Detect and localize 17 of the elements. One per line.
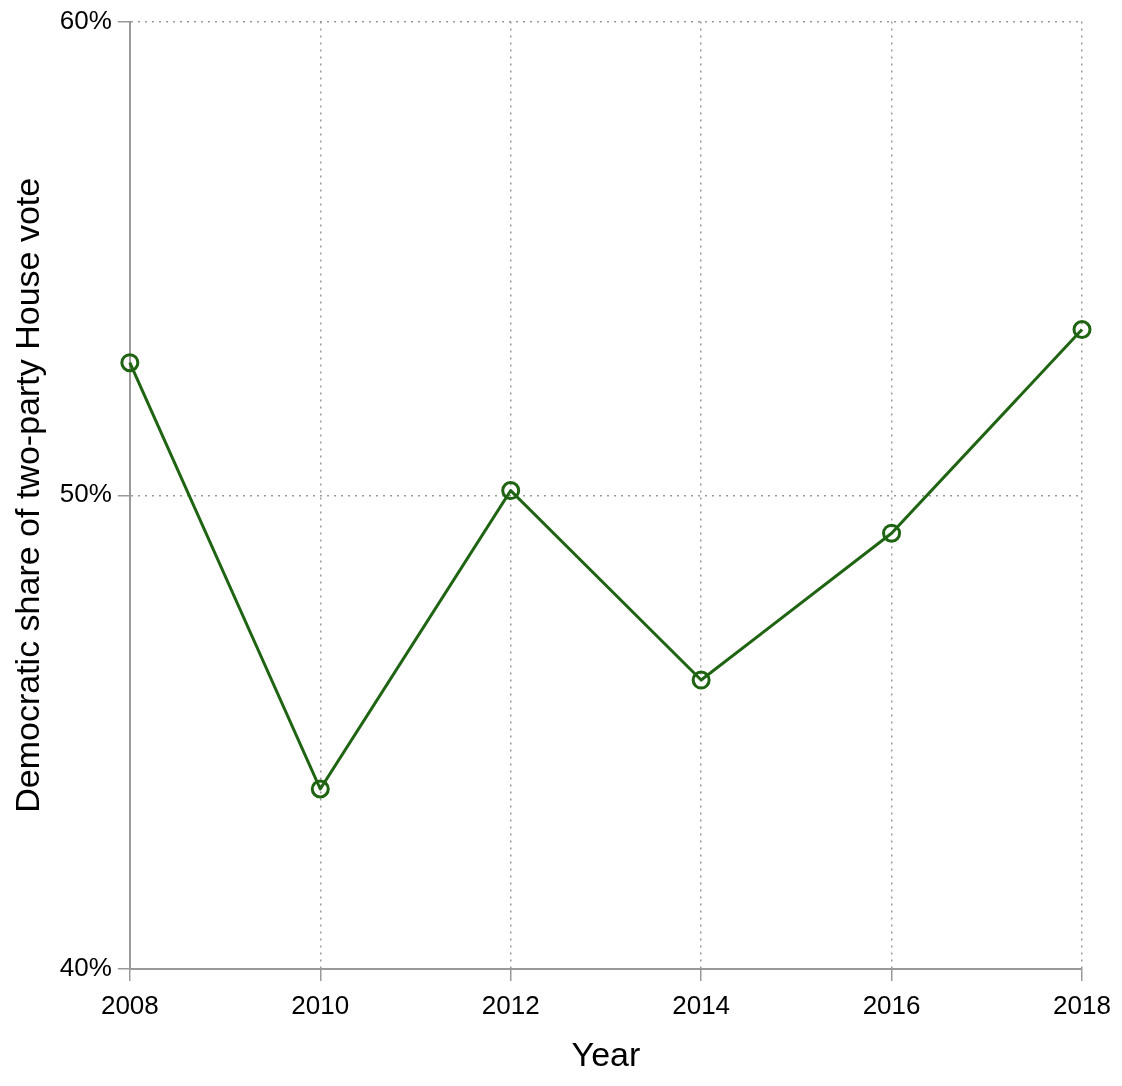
x-axis-title: Year <box>571 1034 641 1073</box>
point <box>310 779 330 799</box>
x-tick-label: 2012 <box>481 989 540 1020</box>
point <box>120 353 140 373</box>
x-tick-label: 2014 <box>672 989 731 1020</box>
y-tick-label: 40% <box>59 952 112 983</box>
x-tick-label: 2018 <box>1053 989 1111 1020</box>
y-tick-label: 50% <box>59 478 112 509</box>
point <box>501 481 521 501</box>
point <box>691 670 711 690</box>
x-tick-label: 2016 <box>862 989 921 1020</box>
x-tick-label: 2010 <box>291 989 350 1020</box>
point <box>882 523 902 543</box>
point <box>1072 320 1092 340</box>
y-axis-title: Democratic share of two-party House vote <box>7 177 46 813</box>
y-tick-label: 60% <box>59 4 112 35</box>
x-tick-label: 2008 <box>100 989 159 1020</box>
